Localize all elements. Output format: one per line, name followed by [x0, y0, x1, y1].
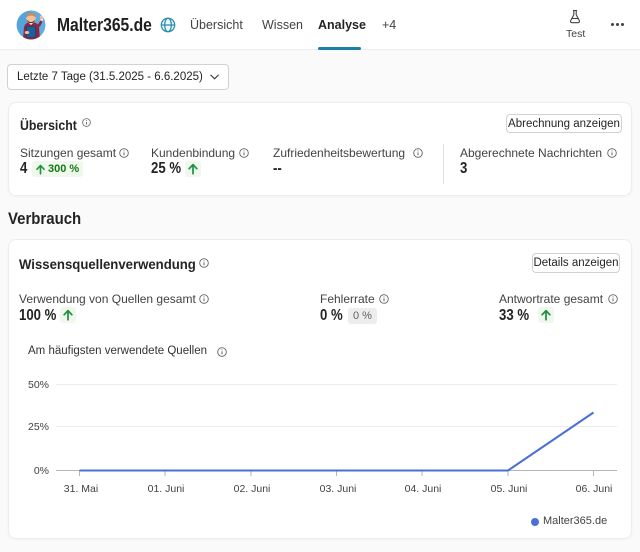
svg-text:0%: 0%: [34, 465, 49, 477]
svg-text:01. Juni: 01. Juni: [148, 483, 185, 495]
svg-text:50%: 50%: [28, 379, 49, 391]
svg-text:03. Juni: 03. Juni: [320, 483, 357, 495]
svg-text:04. Juni: 04. Juni: [405, 483, 442, 495]
svg-text:02. Juni: 02. Juni: [234, 483, 271, 495]
svg-text:05. Juni: 05. Juni: [491, 483, 528, 495]
svg-text:31. Mai: 31. Mai: [64, 483, 98, 495]
svg-text:06. Juni: 06. Juni: [576, 483, 613, 495]
svg-text:25%: 25%: [28, 421, 49, 433]
